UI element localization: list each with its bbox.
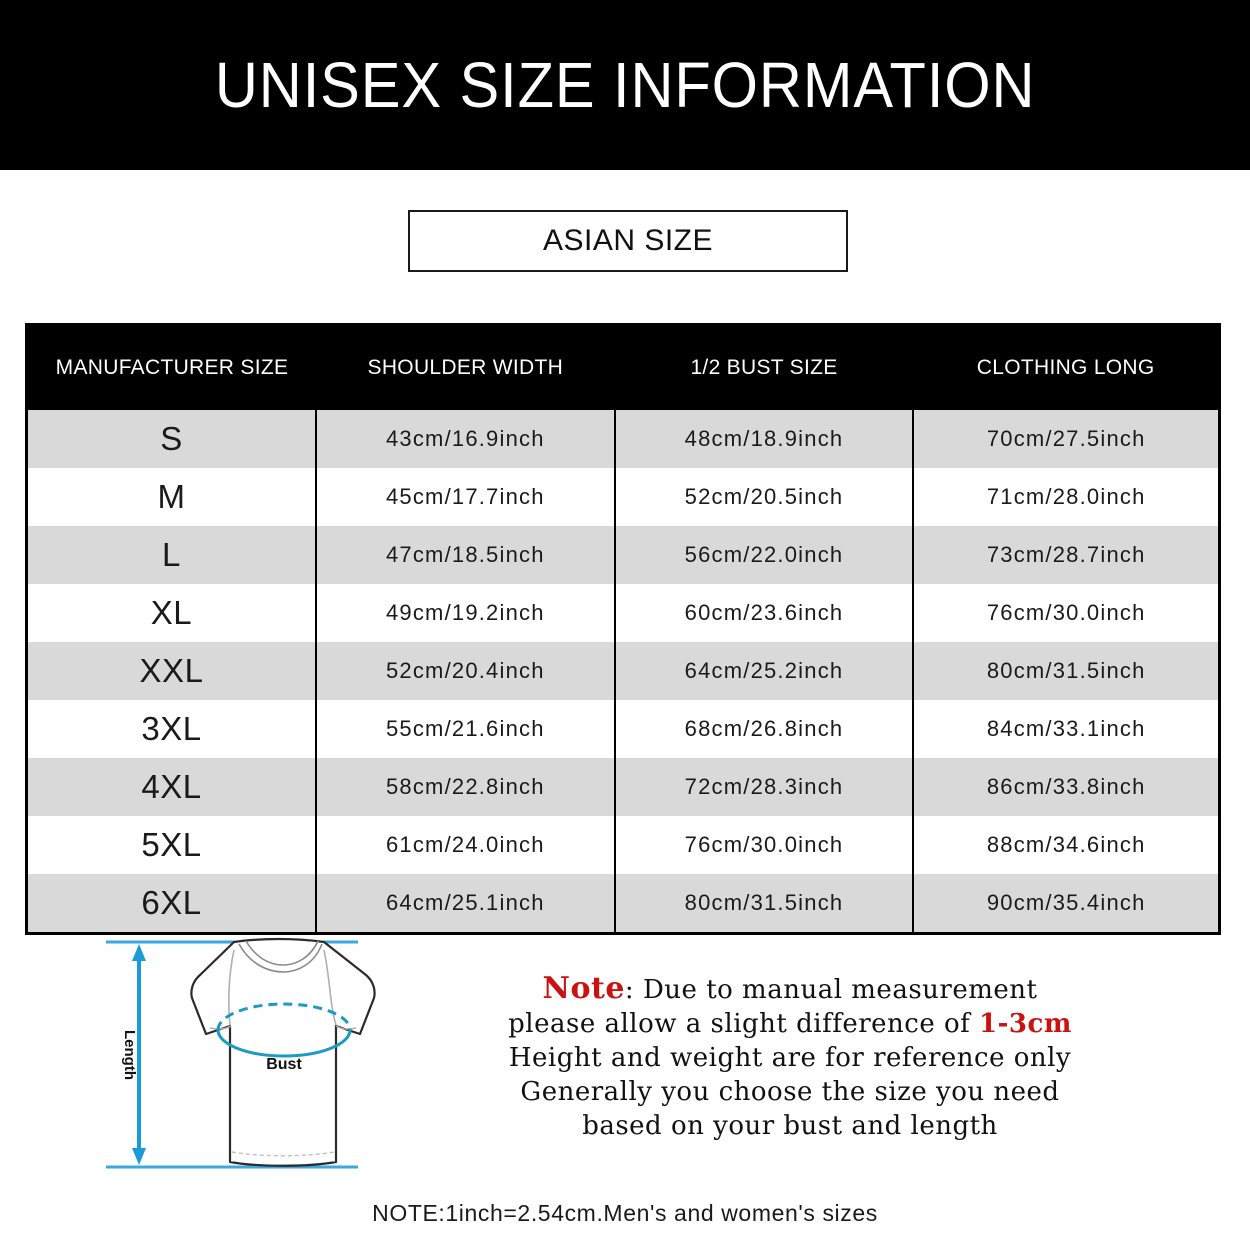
cell-size: L xyxy=(28,526,316,584)
tshirt-outline xyxy=(190,937,376,1167)
note-line-1-rest: : Due to manual measurement xyxy=(624,975,1038,1005)
table-row: XL 49cm/19.2inch 60cm/23.6inch 76cm/30.0… xyxy=(28,584,1218,642)
cell-size: M xyxy=(28,468,316,526)
table-body: S 43cm/16.9inch 48cm/18.9inch 70cm/27.5i… xyxy=(28,410,1218,932)
table-row: L 47cm/18.5inch 56cm/22.0inch 73cm/28.7i… xyxy=(28,526,1218,584)
conversion-note: NOTE:1inch=2.54cm.Men's and women's size… xyxy=(372,1200,878,1226)
cell-shoulder: 58cm/22.8inch xyxy=(314,758,615,816)
cell-length: 73cm/28.7inch xyxy=(912,526,1218,584)
cell-length: 76cm/30.0inch xyxy=(912,584,1218,642)
cell-length: 90cm/35.4inch xyxy=(912,874,1218,932)
cell-shoulder: 64cm/25.1inch xyxy=(314,874,615,932)
cell-bust: 72cm/28.3inch xyxy=(613,758,914,816)
length-label: Length xyxy=(121,1030,138,1080)
collar-detail xyxy=(238,940,323,973)
cell-shoulder: 49cm/19.2inch xyxy=(314,584,615,642)
cell-bust: 68cm/26.8inch xyxy=(613,700,914,758)
table-row: 6XL 64cm/25.1inch 80cm/31.5inch 90cm/35.… xyxy=(28,874,1218,932)
cell-size: XXL xyxy=(28,642,316,700)
cell-length: 70cm/27.5inch xyxy=(912,410,1218,468)
table-row: M 45cm/17.7inch 52cm/20.5inch 71cm/28.0i… xyxy=(28,468,1218,526)
region-size-box: ASIAN SIZE xyxy=(408,210,848,272)
cell-size: S xyxy=(28,410,316,468)
cell-shoulder: 43cm/16.9inch xyxy=(314,410,615,468)
table-row: S 43cm/16.9inch 48cm/18.9inch 70cm/27.5i… xyxy=(28,410,1218,468)
column-header-half-bust-size: 1/2 BUST SIZE xyxy=(614,326,914,410)
sleeve-seam-detail xyxy=(209,949,357,1030)
region-size-label: ASIAN SIZE xyxy=(542,224,714,257)
note-line-5: based on your bust and length xyxy=(582,1111,998,1141)
page-title: UNISEX SIZE INFORMATION xyxy=(214,49,1036,121)
cell-size: 4XL xyxy=(28,758,316,816)
cell-shoulder: 55cm/21.6inch xyxy=(314,700,615,758)
cell-length: 88cm/34.6inch xyxy=(912,816,1218,874)
cell-length: 84cm/33.1inch xyxy=(912,700,1218,758)
size-chart-table: MANUFACTURER SIZE SHOULDER WIDTH 1/2 BUS… xyxy=(28,326,1218,932)
size-chart-table-container: MANUFACTURER SIZE SHOULDER WIDTH 1/2 BUS… xyxy=(25,323,1221,935)
hem-detail xyxy=(231,1151,335,1157)
bust-ellipse-bottom xyxy=(216,1029,352,1058)
note-lead-word: Note xyxy=(542,971,625,1006)
cell-shoulder: 47cm/18.5inch xyxy=(314,526,615,584)
note-line-3: Height and weight are for reference only xyxy=(508,1043,1072,1073)
cell-bust: 80cm/31.5inch xyxy=(613,874,914,932)
cell-bust: 76cm/30.0inch xyxy=(613,816,914,874)
note-tolerance-value: 1-3cm xyxy=(979,1009,1072,1039)
cell-bust: 48cm/18.9inch xyxy=(613,410,914,468)
table-row: 5XL 61cm/24.0inch 76cm/30.0inch 88cm/34.… xyxy=(28,816,1218,874)
cell-shoulder: 45cm/17.7inch xyxy=(314,468,615,526)
cell-shoulder: 61cm/24.0inch xyxy=(314,816,615,874)
cell-size: 3XL xyxy=(28,700,316,758)
tshirt-measurement-diagram: Length Bust xyxy=(106,937,376,1169)
column-header-clothing-long: CLOTHING LONG xyxy=(913,326,1218,410)
cell-length: 71cm/28.0inch xyxy=(912,468,1218,526)
table-header: MANUFACTURER SIZE SHOULDER WIDTH 1/2 BUS… xyxy=(28,326,1218,410)
table-row: XXL 52cm/20.4inch 64cm/25.2inch 80cm/31.… xyxy=(28,642,1218,700)
note-line-2-text: please allow a slight difference of xyxy=(508,1009,980,1039)
measurement-diagram-area: Length Bust Note: Due to manual measurem… xyxy=(0,930,1250,1180)
measurement-note-block: Note: Due to manual measurement please a… xyxy=(455,972,1125,1143)
bust-label: Bust xyxy=(266,1056,302,1073)
table-row: 4XL 58cm/22.8inch 72cm/28.3inch 86cm/33.… xyxy=(28,758,1218,816)
note-line-4: Generally you choose the size you need xyxy=(520,1077,1060,1107)
column-header-shoulder-width: SHOULDER WIDTH xyxy=(315,326,615,410)
cell-length: 80cm/31.5inch xyxy=(912,642,1218,700)
cell-bust: 64cm/25.2inch xyxy=(613,642,914,700)
table-row: 3XL 55cm/21.6inch 68cm/26.8inch 84cm/33.… xyxy=(28,700,1218,758)
note-line-2: please allow a slight difference of 1-3c… xyxy=(455,1007,1125,1041)
cell-shoulder: 52cm/20.4inch xyxy=(314,642,615,700)
table-header-row: MANUFACTURER SIZE SHOULDER WIDTH 1/2 BUS… xyxy=(28,326,1218,410)
cell-size: 6XL xyxy=(28,874,316,932)
length-arrow-icon xyxy=(132,944,146,1165)
cell-bust: 56cm/22.0inch xyxy=(613,526,914,584)
note-line-1: Note: Due to manual measurement xyxy=(455,972,1125,1007)
page-banner: UNISEX SIZE INFORMATION xyxy=(0,0,1250,170)
bust-ellipse-top xyxy=(216,1002,352,1031)
cell-size: 5XL xyxy=(28,816,316,874)
cell-length: 86cm/33.8inch xyxy=(912,758,1218,816)
cell-size: XL xyxy=(28,584,316,642)
cell-bust: 52cm/20.5inch xyxy=(613,468,914,526)
cell-bust: 60cm/23.6inch xyxy=(613,584,914,642)
column-header-manufacturer-size: MANUFACTURER SIZE xyxy=(28,326,316,410)
